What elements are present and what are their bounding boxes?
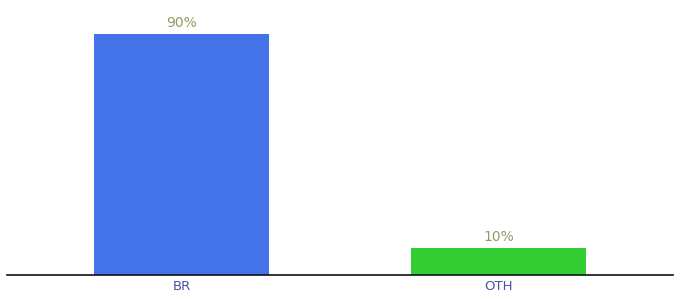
Bar: [94, 34, 269, 275]
Text: 90%: 90%: [166, 16, 197, 30]
Text: 10%: 10%: [483, 230, 514, 244]
Bar: [411, 248, 586, 275]
